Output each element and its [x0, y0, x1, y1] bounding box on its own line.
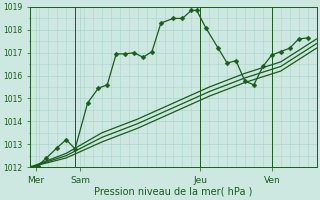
X-axis label: Pression niveau de la mer( hPa ): Pression niveau de la mer( hPa ) — [94, 187, 252, 197]
